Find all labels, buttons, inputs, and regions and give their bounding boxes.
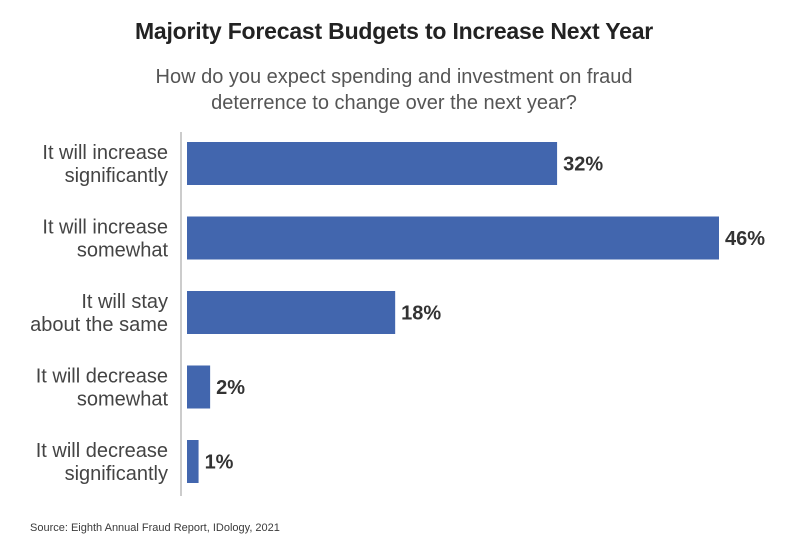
value-label-3: 18% [401, 303, 441, 325]
category-label-3: It will stay about the same [30, 291, 168, 336]
category-label-5: It will decrease significantly [36, 440, 168, 485]
category-label-1: It will increase significantly [42, 142, 168, 187]
bar-4 [187, 365, 211, 409]
bar-1 [187, 142, 558, 185]
value-label-5: 1% [205, 452, 234, 474]
bar-2 [187, 216, 719, 260]
value-label-2: 46% [725, 228, 765, 250]
bar-3 [187, 291, 396, 334]
bars-group: 32% It will increase significantly 46% It wi… [30, 142, 765, 485]
value-label-1: 32% [563, 154, 603, 176]
value-label-4: 2% [216, 377, 245, 399]
chart-title: Majority Forecast Budgets to Increase Ne… [134, 18, 654, 44]
category-label-2: It will increase somewhat [42, 217, 168, 262]
category-label-4: It will decrease somewhat [36, 366, 169, 411]
chart-subtitle: How do you expect spending and investmen… [155, 66, 633, 114]
bar-5 [187, 440, 199, 483]
source-note: Source: Eighth Annual Fraud Report, IDol… [30, 522, 280, 534]
